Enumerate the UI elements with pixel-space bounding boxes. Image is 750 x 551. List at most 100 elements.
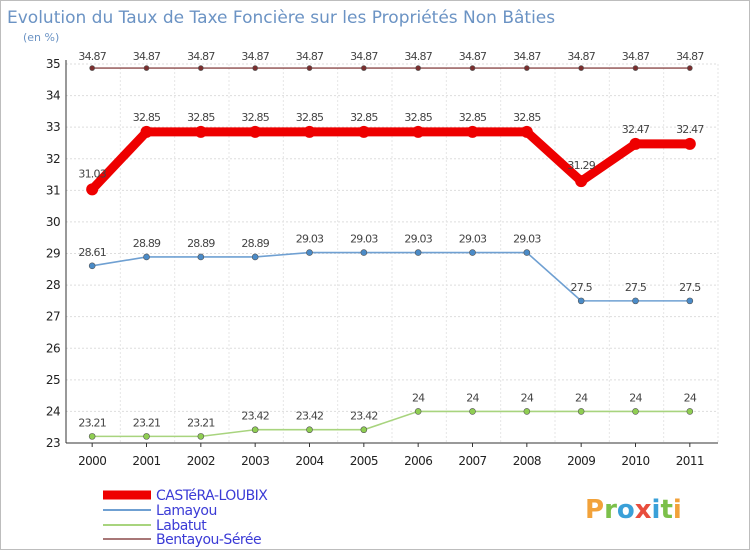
data-label-lamayou-2002: 28.89 <box>187 237 215 250</box>
brand-r: r <box>604 495 617 525</box>
legend-label-cast-ra-loubix: CASTéRA-LOUBIX <box>156 488 268 504</box>
y-tick-label-32: 32 <box>46 152 60 166</box>
point-cast-ra-loubix-2009 <box>575 175 588 188</box>
point-cast-ra-loubix-2002 <box>194 125 207 138</box>
point-labatut-2001 <box>143 433 150 440</box>
y-tick-label-35: 35 <box>46 57 60 71</box>
point-bentayou-s-r-e-2008 <box>524 65 530 71</box>
x-tick-label-2007: 2007 <box>458 454 486 468</box>
data-label-cast-ra-loubix-2010: 32.47 <box>622 123 650 136</box>
point-labatut-2004 <box>306 426 313 434</box>
point-labatut-2000 <box>88 433 96 440</box>
series-lamayou: 28.61 28.89 28.89 28.89 29.03 29.03 29.03 29.03… <box>78 233 702 305</box>
x-tick-label-2002: 2002 <box>187 454 215 468</box>
y-tick-label-28: 28 <box>46 278 60 292</box>
point-lamayou-2002 <box>197 253 205 261</box>
x-tick-label-2000: 2000 <box>78 454 106 468</box>
data-label-lamayou-2007: 29.03 <box>459 233 487 246</box>
y-axis-unit: (en %) <box>23 31 59 44</box>
data-label-bentayou-s-r-e-2002: 34.87 <box>187 50 215 63</box>
brand-p: P <box>585 495 604 525</box>
data-label-lamayou-2008: 29.03 <box>513 233 541 246</box>
brand-i2: i <box>673 495 682 525</box>
point-labatut-2008 <box>523 408 531 415</box>
legend-label-lamayou: Lamayou <box>156 503 217 519</box>
data-label-bentayou-s-r-e-2006: 34.87 <box>404 50 432 63</box>
point-cast-ra-loubix-2011 <box>683 137 696 150</box>
data-label-cast-ra-loubix-2008: 32.85 <box>513 111 541 124</box>
x-tick-label-2006: 2006 <box>404 454 432 468</box>
point-labatut-2011 <box>686 408 694 415</box>
point-lamayou-2011 <box>686 297 694 305</box>
point-labatut-2002 <box>197 433 205 440</box>
data-label-lamayou-2006: 29.03 <box>404 233 432 246</box>
point-bentayou-s-r-e-2001 <box>143 65 150 71</box>
grid <box>65 63 719 444</box>
data-label-lamayou-2010: 27.5 <box>625 281 647 294</box>
proxiti-logo: Proxiti <box>585 495 682 525</box>
legend-label-bentayou-s-r-e: Bentayou-Sérée <box>156 532 261 548</box>
point-cast-ra-loubix-2003 <box>249 125 262 138</box>
brand-t: t <box>660 495 672 525</box>
point-bentayou-s-r-e-2002 <box>198 65 204 71</box>
point-lamayou-2001 <box>143 253 150 261</box>
y-tick-label-33: 33 <box>46 120 60 134</box>
data-label-labatut-2000: 23.21 <box>78 416 106 429</box>
point-lamayou-2003 <box>251 253 259 261</box>
legend-label-labatut: Labatut <box>156 518 207 534</box>
y-tick-label-31: 31 <box>46 183 60 197</box>
point-cast-ra-loubix-2008 <box>520 125 533 138</box>
data-label-bentayou-s-r-e-2008: 34.87 <box>513 50 541 63</box>
data-label-lamayou-2003: 28.89 <box>241 237 269 250</box>
y-tick-label-29: 29 <box>46 247 60 261</box>
point-cast-ra-loubix-2004 <box>303 125 316 138</box>
point-labatut-2009 <box>577 408 585 415</box>
x-tick-label-2004: 2004 <box>295 454 323 468</box>
data-label-labatut-2002: 23.21 <box>187 416 215 429</box>
data-label-lamayou-2004: 29.03 <box>296 233 324 246</box>
data-label-cast-ra-loubix-2003: 32.85 <box>241 111 269 124</box>
series-bentayou-s-r-e: 34.87 34.87 34.87 34.87 34.87 34.87 34.87 34.87… <box>78 50 705 71</box>
point-lamayou-2009 <box>577 297 585 305</box>
data-label-labatut-2010: 24 <box>629 391 642 404</box>
chart-title: Evolution du Taux de Taxe Foncière sur l… <box>7 8 555 28</box>
y-tick-label-30: 30 <box>46 215 60 229</box>
series-layer: 34.87 34.87 34.87 34.87 34.87 34.87 34.87 34.87… <box>78 50 705 440</box>
legend: CASTéRA-LOUBIXLamayouLabatutBentayou-Sér… <box>103 488 269 548</box>
point-lamayou-2004 <box>306 249 313 256</box>
series-line-lamayou <box>91 251 691 302</box>
data-label-cast-ra-loubix-2002: 32.85 <box>187 111 215 124</box>
data-label-bentayou-s-r-e-2003: 34.87 <box>241 50 269 63</box>
point-bentayou-s-r-e-2000 <box>89 65 95 71</box>
series-line-cast-ra-loubix <box>87 127 695 194</box>
data-label-lamayou-2009: 27.5 <box>571 281 593 294</box>
data-label-labatut-2001: 23.21 <box>133 416 161 429</box>
data-label-cast-ra-loubix-2007: 32.85 <box>459 111 487 124</box>
point-bentayou-s-r-e-2005 <box>361 65 367 71</box>
x-tick-label-2005: 2005 <box>350 454 378 468</box>
point-lamayou-2005 <box>360 249 368 256</box>
data-label-cast-ra-loubix-2004: 32.85 <box>296 111 324 124</box>
data-label-bentayou-s-r-e-2011: 34.87 <box>676 50 704 63</box>
data-label-bentayou-s-r-e-2007: 34.87 <box>459 50 487 63</box>
point-bentayou-s-r-e-2007 <box>469 65 476 71</box>
data-label-labatut-2003: 23.42 <box>241 410 269 423</box>
y-tick-label-27: 27 <box>46 310 60 324</box>
point-bentayou-s-r-e-2011 <box>687 65 693 71</box>
point-cast-ra-loubix-2000 <box>86 183 99 196</box>
point-lamayou-2007 <box>469 249 476 256</box>
point-labatut-2007 <box>469 408 476 415</box>
x-tick-label-2003: 2003 <box>241 454 269 468</box>
point-bentayou-s-r-e-2010 <box>632 65 639 71</box>
data-label-cast-ra-loubix-2011: 32.47 <box>676 123 704 136</box>
data-label-lamayou-2001: 28.89 <box>133 237 161 250</box>
point-bentayou-s-r-e-2009 <box>578 65 584 71</box>
data-label-bentayou-s-r-e-2009: 34.87 <box>567 50 595 63</box>
brand-x: x <box>635 495 652 525</box>
point-bentayou-s-r-e-2006 <box>415 65 421 71</box>
axes: 23 24 25 26 27 28 29 30 31 32 33 34 35 2000 2001 2002 20… <box>46 57 718 468</box>
series-line-labatut <box>91 410 691 438</box>
data-label-labatut-2007: 24 <box>466 391 479 404</box>
data-label-lamayou-2000: 28.61 <box>78 246 106 259</box>
